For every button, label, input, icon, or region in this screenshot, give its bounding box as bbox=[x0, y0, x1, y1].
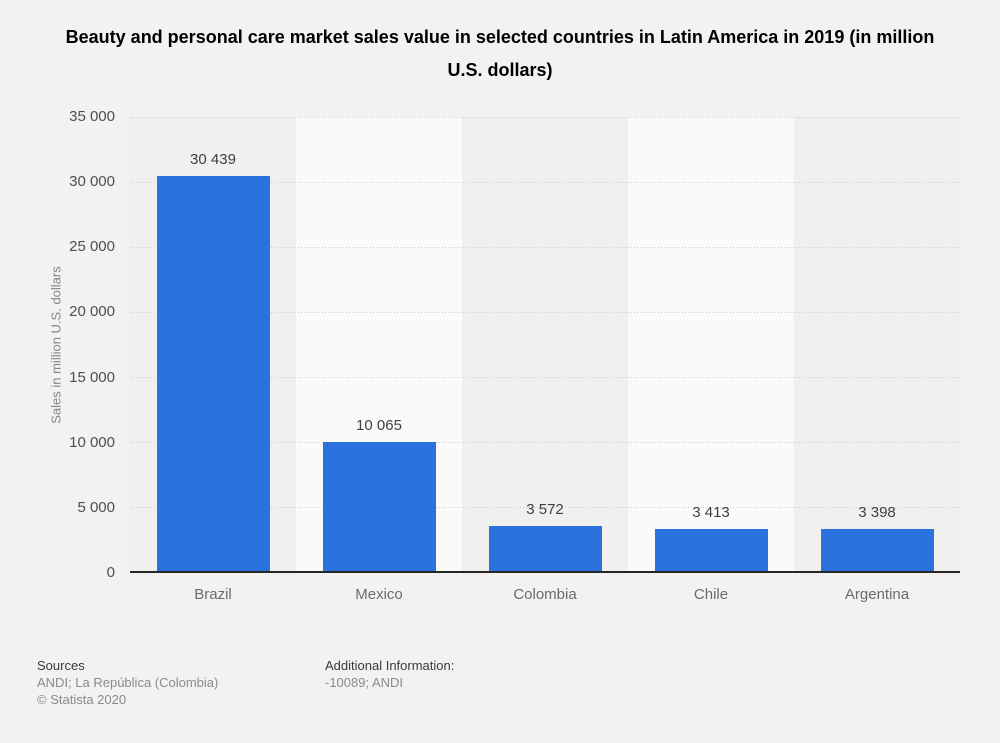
category-label-brazil: Brazil bbox=[194, 586, 232, 603]
y-tick-label-10000: 10 000 bbox=[69, 433, 115, 451]
y-axis-title: Sales in million U.S. dollars bbox=[48, 266, 64, 424]
sources-heading: Sources bbox=[37, 658, 85, 673]
sources-text: ANDI; La República (Colombia) bbox=[37, 675, 219, 690]
additional-information-text: -10089; ANDI bbox=[325, 675, 404, 690]
plot-band-chile bbox=[628, 117, 794, 573]
additional-information-heading: Additional Information: bbox=[325, 658, 455, 673]
additional-information-block: Additional Information: -10089; ANDI bbox=[325, 657, 454, 691]
y-axis-tick-labels: 0 5 000 10 000 15 000 20 000 25 000 30 000 35 0… bbox=[28, 108, 115, 581]
gridline-10000 bbox=[130, 442, 960, 444]
gridline-15000 bbox=[130, 377, 960, 379]
bar-brazil[interactable] bbox=[156, 176, 270, 573]
chart-title: Beauty and personal care market sales va… bbox=[65, 27, 935, 80]
y-tick-label-25000: 25 000 bbox=[69, 238, 115, 256]
y-tick-label-35000: 35 000 bbox=[69, 108, 115, 125]
plot-band-argentina bbox=[794, 117, 960, 573]
sources-block: Sources ANDI; La República (Colombia) © … bbox=[37, 657, 218, 708]
y-tick-label-0: 0 bbox=[106, 564, 115, 581]
y-tick-label-15000: 15 000 bbox=[69, 368, 115, 386]
plot-band-colombia bbox=[462, 117, 628, 573]
bar-value-label-mexico: 10 065 bbox=[356, 416, 402, 434]
gridline-30000 bbox=[130, 181, 960, 183]
gridline-5000 bbox=[130, 507, 960, 509]
category-label-chile: Chile bbox=[693, 586, 729, 603]
bar-value-label-brazil: 30 439 bbox=[190, 151, 236, 169]
y-tick-label-30000: 30 000 bbox=[69, 173, 115, 191]
bar-value-label-chile: 3 413 bbox=[692, 503, 730, 521]
y-tick-label-20000: 20 000 bbox=[69, 303, 115, 321]
plot-area: 30 439 Brazil 10 065 Mexico 3 572 Colombia 3 4… bbox=[130, 116, 960, 603]
copyright-text: © Statista 2020 bbox=[37, 692, 127, 707]
category-label-argentina: Argentina bbox=[844, 586, 910, 603]
category-label-mexico: Mexico bbox=[355, 586, 403, 603]
x-axis-line bbox=[130, 571, 960, 573]
gridline-20000 bbox=[130, 311, 960, 313]
y-tick-label-5000: 5 000 bbox=[77, 498, 115, 516]
gridline-25000 bbox=[130, 246, 960, 248]
bar-mexico[interactable] bbox=[322, 441, 436, 573]
category-label-colombia: Colombia bbox=[513, 586, 577, 603]
bar-argentina[interactable] bbox=[820, 528, 934, 573]
bar-colombia[interactable] bbox=[488, 526, 602, 573]
gridline-35000 bbox=[130, 116, 960, 118]
bar-value-label-colombia: 3 572 bbox=[526, 501, 564, 519]
bar-chile[interactable] bbox=[654, 528, 768, 573]
bar-value-label-argentina: 3 398 bbox=[858, 503, 896, 521]
